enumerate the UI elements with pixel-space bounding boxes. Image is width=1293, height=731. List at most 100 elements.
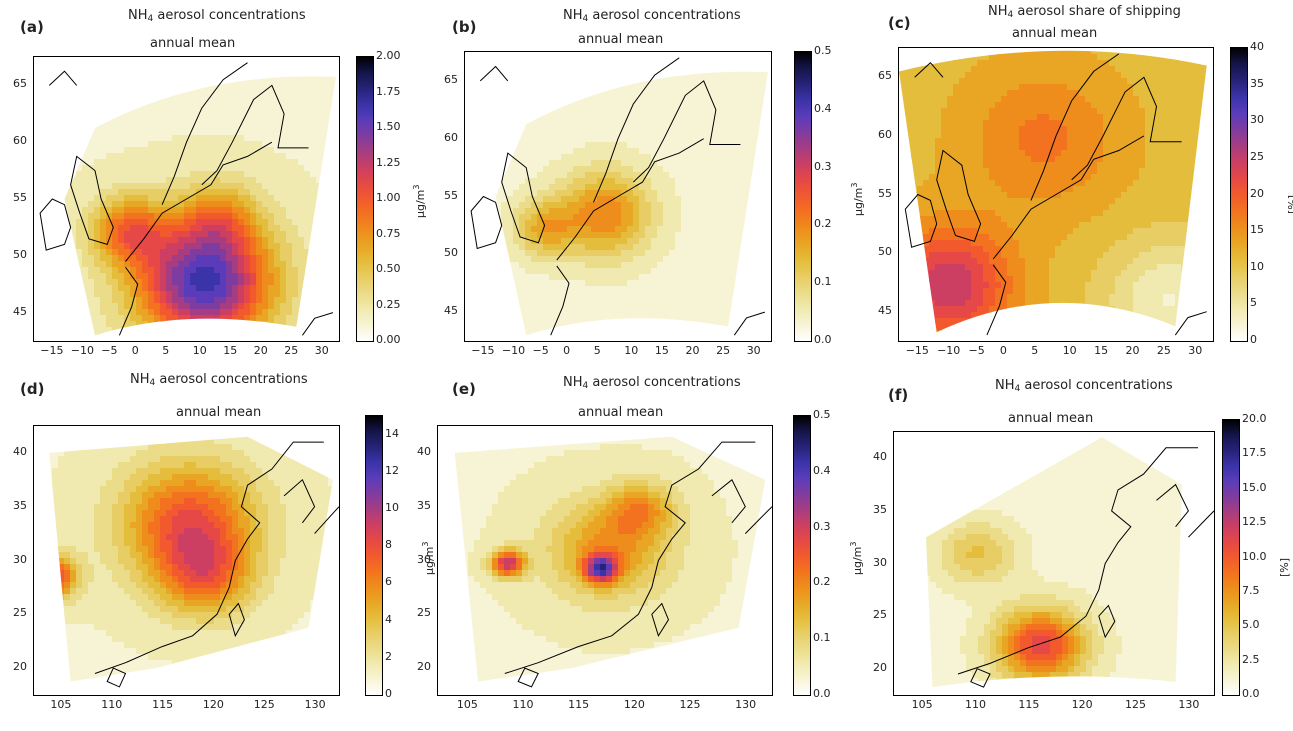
- coastline: [992, 135, 1145, 260]
- coastline: [957, 447, 1198, 675]
- colorbar-tick-label: 0.50: [376, 262, 401, 275]
- map-svg: [49, 436, 339, 688]
- colorbar-tick-label: 8: [385, 538, 392, 552]
- x-tick-label: 0: [131, 344, 139, 357]
- colorbar-tick-label: 0.0: [813, 687, 831, 700]
- map-area: [893, 431, 1215, 696]
- y-tick-label: 65: [878, 69, 892, 83]
- colorbar-tick-label: 40: [1250, 40, 1264, 53]
- x-tick-label: 105: [456, 698, 478, 711]
- colorbar-tick-label: 5: [1250, 296, 1257, 310]
- y-tick-label: 30: [417, 552, 431, 566]
- x-tick-label: 110: [101, 698, 123, 711]
- x-tick-label: 30: [746, 344, 761, 357]
- coastline: [470, 195, 503, 250]
- colorbar-tick-label: 30: [1250, 113, 1264, 127]
- x-tick-label: 5: [1031, 344, 1039, 357]
- colorbar-tick-label: 0: [385, 687, 392, 700]
- x-tick-label: 110: [965, 698, 986, 711]
- panel-letter: (b): [452, 18, 477, 36]
- panel-title: NH4 aerosol concentrations: [995, 378, 1173, 394]
- colorbar: [793, 415, 811, 696]
- y-tick-label: 20: [13, 660, 27, 674]
- y-tick-label: 60: [444, 130, 458, 144]
- x-tick-label: 105: [50, 698, 72, 711]
- y-tick-label: 25: [13, 606, 27, 620]
- coastline: [94, 441, 324, 674]
- x-tick-label: 10: [1062, 344, 1077, 357]
- map-svg: [926, 437, 1214, 688]
- colorbar-tick-label: 10: [1250, 259, 1264, 273]
- colorbar-tick-label: 14: [385, 426, 399, 440]
- x-tick-label: 120: [623, 698, 645, 711]
- coastline: [970, 668, 991, 688]
- x-tick-label: 20: [1125, 344, 1140, 357]
- coastline: [161, 62, 248, 205]
- y-tick-label: 20: [417, 660, 431, 674]
- coastline: [118, 266, 139, 336]
- coastline: [1174, 311, 1207, 336]
- y-tick-label: 45: [878, 303, 892, 317]
- panel-subtitle: annual mean: [1008, 411, 1094, 426]
- map-area: [464, 51, 772, 342]
- x-tick-label: 125: [1125, 698, 1146, 711]
- panel-title: NH4 aerosol concentrations: [130, 372, 308, 388]
- map-svg: [899, 50, 1207, 336]
- y-tick-label: 40: [873, 450, 887, 464]
- coastline: [744, 506, 772, 534]
- y-tick-label: 40: [13, 444, 27, 458]
- coastline: [986, 264, 1007, 336]
- colorbar-tick-label: 10: [385, 501, 399, 514]
- panel-subtitle: annual mean: [578, 405, 664, 420]
- coastline: [651, 602, 670, 637]
- coastline: [201, 84, 309, 186]
- panel-letter: (e): [452, 380, 476, 398]
- y-tick-label: 60: [878, 127, 892, 141]
- coastline: [125, 141, 273, 262]
- colorbar-tick-label: 0.2: [814, 217, 832, 231]
- colorbar-tick-label: 0.25: [376, 297, 401, 311]
- y-tick-label: 30: [13, 552, 27, 566]
- y-tick-label: 65: [13, 77, 27, 91]
- colorbar: [794, 51, 812, 342]
- x-tick-label: −15: [40, 344, 64, 357]
- colorbar-tick-label: 1.75: [376, 84, 401, 98]
- coastline: [1030, 53, 1120, 201]
- colorbar-tick-label: 0.2: [813, 575, 831, 589]
- y-tick-label: 50: [878, 245, 892, 259]
- colorbar-tick-label: 2.5: [1242, 652, 1260, 666]
- x-tick-label: 130: [1178, 698, 1200, 711]
- coastline: [517, 667, 539, 688]
- coastline: [1188, 510, 1214, 538]
- coastline: [501, 152, 546, 244]
- y-tick-label: 55: [878, 186, 892, 200]
- panel-subtitle: annual mean: [1012, 26, 1098, 41]
- coastline: [1156, 483, 1189, 528]
- coastline: [479, 65, 509, 82]
- panel-subtitle: annual mean: [150, 36, 236, 51]
- x-tick-label: 125: [679, 698, 701, 711]
- x-tick-label: −5: [532, 344, 549, 357]
- y-tick-label: 35: [417, 498, 431, 512]
- colorbar-tick-label: 12: [385, 463, 399, 477]
- y-tick-label: 25: [417, 606, 431, 620]
- panel-subtitle: annual mean: [578, 32, 664, 47]
- map-area: [33, 56, 340, 342]
- coastline: [904, 193, 938, 248]
- y-tick-label: 65: [444, 72, 458, 86]
- colorbar-tick-label: 0.5: [813, 408, 831, 421]
- colorbar-tick-label: 0.4: [813, 463, 831, 477]
- coastline: [228, 602, 245, 638]
- colorbar-tick-label: 0.0: [1242, 687, 1260, 700]
- x-tick-label: 120: [202, 698, 224, 711]
- x-tick-label: 115: [568, 698, 590, 711]
- colorbar-tick-label: 4: [385, 612, 392, 626]
- colorbar: [365, 415, 383, 696]
- colorbar-tick-label: 7.5: [1242, 583, 1260, 597]
- x-tick-label: 10: [624, 344, 639, 357]
- coastline: [314, 506, 339, 534]
- panel-letter: (c): [888, 14, 911, 32]
- y-tick-label: 45: [13, 304, 27, 318]
- y-tick-label: 55: [13, 191, 27, 204]
- x-tick-label: −5: [968, 344, 985, 357]
